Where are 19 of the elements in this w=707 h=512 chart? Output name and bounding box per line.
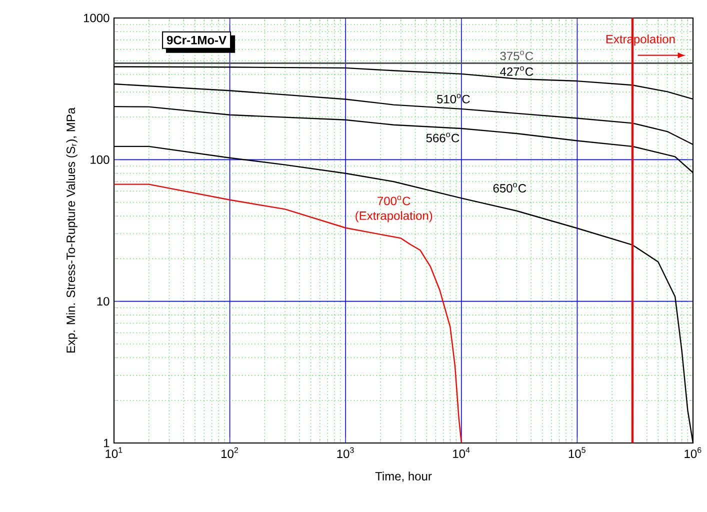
- x-tick-label: 10$^{3}$: [337, 447, 354, 458]
- x-tick-label: 10$^{6}$: [684, 447, 702, 458]
- x-tick-label: 10$^{5}$: [568, 447, 586, 458]
- series-label: 375$^{o}$C: [500, 50, 534, 60]
- x-axis-title: Time, hour: [375, 472, 432, 482]
- x-tick-label: 10$^{1}$: [106, 447, 122, 458]
- y-tick-label: 100: [90, 155, 110, 164]
- y-axis-title: Exp. Min. Stress-To-Rupture Values (S$_{r}$), MPa: [66, 107, 78, 353]
- y-tick-label: 1: [104, 438, 110, 448]
- text: 9Cr-1Mo-V: [166, 36, 226, 44]
- series-label: 566$^{o}$C: [426, 132, 460, 142]
- y-tick-label: 1000: [84, 14, 110, 22]
- y-tick-label: 10: [97, 297, 110, 306]
- series-label: 427$^{o}$C: [500, 66, 534, 76]
- series-label: 700$^{o}$C (Extrapolation): [356, 196, 432, 222]
- x-tick-label: 10$^{2}$: [221, 447, 238, 458]
- x-tick-label: 10$^{4}$: [453, 447, 470, 458]
- series-label: 510$^{o}$C: [436, 94, 470, 104]
- series-label: 650$^{o}$C: [493, 183, 526, 193]
